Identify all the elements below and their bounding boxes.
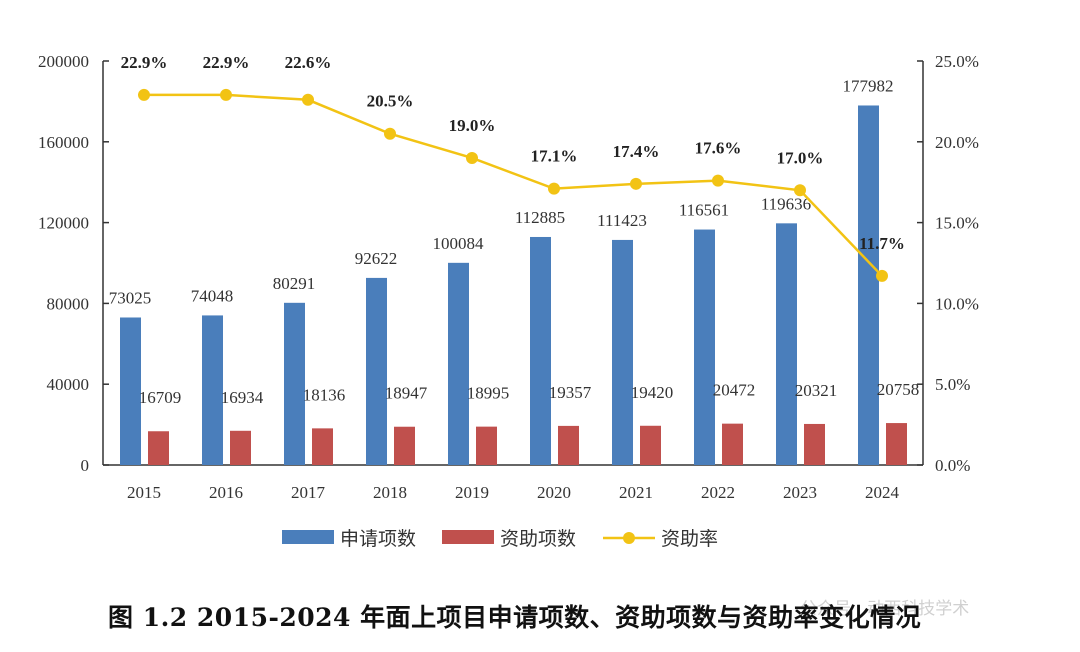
bar-funded — [886, 423, 907, 465]
left-tick-label: 160000 — [38, 133, 89, 152]
legend-label-rate: 资助率 — [661, 528, 718, 550]
figure-caption: 图 1.2 2015-2024 年面上项目申请项数、资助项数与资助率变化情况 — [108, 603, 922, 632]
point-funding-rate — [302, 93, 314, 106]
x-tick-label: 2017 — [291, 483, 326, 502]
x-tick-label: 2024 — [865, 483, 900, 502]
right-tick-label: 5.0% — [935, 375, 970, 394]
bar-funded — [804, 423, 825, 465]
data-label-funding-rate: 17.1% — [531, 147, 578, 166]
x-tick-label: 2020 — [537, 483, 571, 502]
data-label-funding-rate: 22.6% — [285, 53, 332, 72]
x-tick-label: 2016 — [209, 483, 243, 502]
data-label-applications: 92622 — [355, 249, 398, 268]
right-tick-label: 20.0% — [935, 133, 979, 152]
data-label-funding-rate: 17.0% — [777, 148, 824, 167]
data-label-applications: 112885 — [515, 208, 565, 227]
right-tick-label: 15.0% — [935, 214, 979, 233]
data-label-funding-rate: 17.4% — [613, 142, 660, 161]
data-label-funded: 18995 — [467, 384, 510, 403]
data-label-funding-rate: 20.5% — [367, 92, 414, 111]
data-label-applications: 116561 — [679, 201, 729, 220]
data-label-applications: 73025 — [109, 288, 152, 307]
data-label-funding-rate: 22.9% — [121, 53, 168, 72]
bar-funded — [230, 430, 251, 465]
bar-funded — [558, 425, 579, 465]
data-label-funded: 20758 — [877, 380, 920, 399]
point-funding-rate — [630, 177, 642, 190]
point-funding-rate — [876, 269, 888, 282]
legend-swatch-rate-marker — [623, 532, 635, 544]
x-tick-label: 2015 — [127, 483, 161, 502]
bar-applications — [776, 223, 797, 465]
bar-funded — [476, 426, 497, 465]
left-tick-label: 0 — [81, 456, 90, 475]
legend-swatch-funded — [442, 530, 494, 544]
data-label-funded: 20321 — [795, 381, 838, 400]
point-funding-rate — [794, 184, 806, 197]
x-tick-label: 2019 — [455, 483, 489, 502]
x-tick-label: 2021 — [619, 483, 653, 502]
bar-applications — [366, 277, 387, 465]
point-funding-rate — [712, 174, 724, 187]
point-funding-rate — [466, 151, 478, 164]
right-tick-label: 25.0% — [935, 52, 979, 71]
data-label-applications: 119636 — [761, 194, 811, 213]
data-label-applications: 177982 — [843, 76, 894, 95]
left-tick-label: 200000 — [38, 52, 89, 71]
watermark: 公众号 · 动西科技学术 — [800, 599, 970, 619]
x-tick-label: 2023 — [783, 483, 817, 502]
bar-funded — [640, 425, 661, 465]
bar-funded — [312, 428, 333, 465]
x-tick-label: 2018 — [373, 483, 407, 502]
data-label-funded: 16934 — [221, 388, 264, 407]
bar-applications — [202, 315, 223, 465]
data-label-funded: 16709 — [139, 388, 182, 407]
bar-applications — [448, 262, 469, 465]
data-label-applications: 80291 — [273, 274, 316, 293]
bar-applications — [694, 229, 715, 465]
data-label-funding-rate: 19.0% — [449, 116, 496, 135]
bar-applications — [530, 236, 551, 465]
data-label-funded: 18947 — [385, 384, 428, 403]
right-tick-label: 10.0% — [935, 294, 979, 313]
data-label-funded: 19420 — [631, 383, 674, 402]
data-label-funding-rate: 22.9% — [203, 53, 250, 72]
bar-applications — [858, 105, 879, 466]
data-label-funded: 18136 — [303, 385, 346, 404]
bar-funded — [722, 423, 743, 465]
data-label-applications: 100084 — [433, 234, 485, 253]
bar-applications — [284, 302, 305, 465]
bar-applications — [612, 239, 633, 465]
bar-funded — [394, 426, 415, 465]
x-tick-label: 2022 — [701, 483, 735, 502]
data-label-funding-rate: 11.7% — [859, 234, 905, 253]
right-tick-label: 0.0% — [935, 456, 970, 475]
line-funding-rate — [144, 93, 883, 277]
bar-applications — [120, 317, 141, 465]
point-funding-rate — [220, 88, 232, 101]
data-label-funded: 19357 — [549, 383, 592, 402]
left-tick-label: 80000 — [47, 294, 90, 313]
data-label-applications: 74048 — [191, 286, 234, 305]
data-label-applications: 111423 — [597, 211, 647, 230]
legend-swatch-applications — [282, 530, 334, 544]
point-funding-rate — [384, 127, 396, 140]
data-label-funded: 20472 — [713, 381, 756, 400]
legend-label-funded: 资助项数 — [500, 528, 576, 550]
legend-label-applications: 申请项数 — [340, 528, 416, 550]
data-label-funding-rate: 17.6% — [695, 139, 742, 158]
bar-funded — [148, 431, 169, 465]
left-tick-label: 40000 — [47, 375, 90, 394]
point-funding-rate — [138, 88, 150, 101]
left-tick-label: 120000 — [38, 214, 89, 233]
point-funding-rate — [548, 182, 560, 195]
